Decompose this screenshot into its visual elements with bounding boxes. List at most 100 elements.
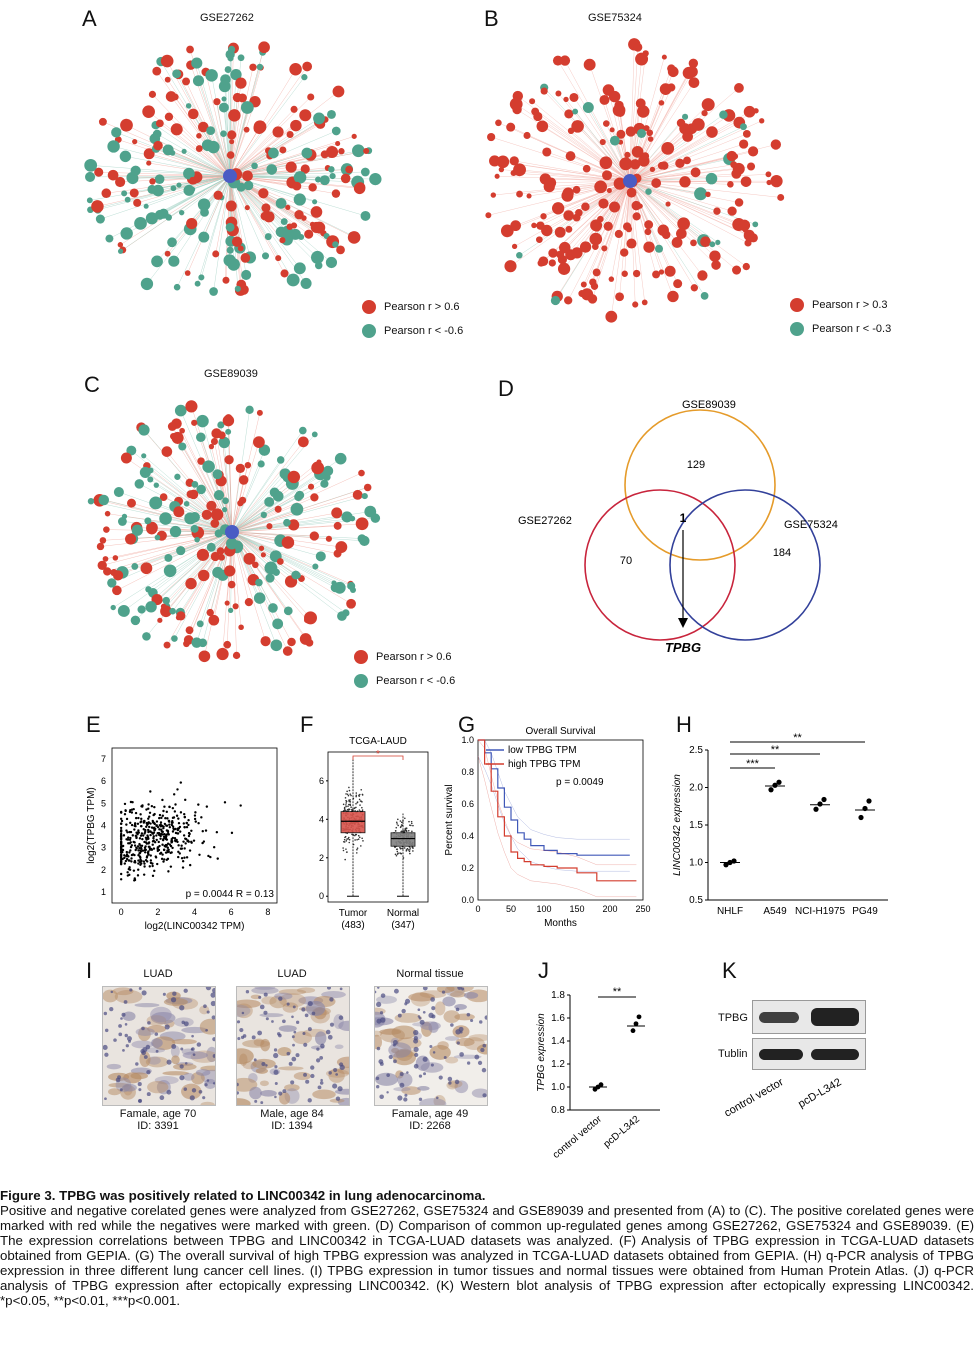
scatter-point [172, 828, 176, 831]
cell-nucleus [241, 1011, 245, 1015]
network-edge [594, 180, 631, 287]
network-node [682, 66, 695, 80]
scatter-point [198, 853, 201, 857]
scatter-point [151, 864, 154, 868]
venn-diagram: GSE89039 GSE27262 GSE75324 129 70 184 1 … [518, 399, 838, 655]
scatter-point [138, 837, 142, 840]
network-node [185, 577, 197, 590]
tissue-stain [282, 1002, 299, 1013]
cell-nucleus [301, 1007, 306, 1012]
cell-nucleus [461, 987, 465, 991]
network-node [495, 119, 502, 127]
network-node [626, 238, 637, 249]
tissue-stain [259, 1013, 284, 1018]
network-node [645, 188, 652, 195]
network-edge [229, 118, 320, 177]
network-node [191, 480, 199, 488]
scatter-point [137, 868, 140, 871]
scatter-point [166, 842, 170, 845]
network-node [661, 141, 675, 155]
y-tick-label: 1.0 [551, 1082, 565, 1093]
network-node [103, 567, 112, 576]
network-node [258, 41, 270, 54]
network-node [232, 651, 241, 660]
network-node [644, 220, 654, 230]
network-node [191, 57, 203, 69]
data-point [862, 805, 868, 812]
jitter-point [395, 854, 398, 857]
network-node [609, 127, 615, 133]
network-node [95, 214, 105, 224]
network-node [264, 496, 275, 507]
scatter-point [119, 853, 123, 856]
network-node [169, 525, 182, 538]
cell-nucleus [429, 1045, 433, 1049]
ihc-caption-line: Male, age 84 [260, 1108, 324, 1120]
network-node [548, 248, 558, 258]
data-point [813, 806, 819, 812]
network-node [189, 186, 196, 193]
network-edge [629, 114, 724, 182]
tissue-stain [206, 1046, 215, 1063]
tissue-stain [249, 1086, 262, 1100]
network-node [206, 608, 214, 617]
network-node [86, 197, 93, 204]
scatter-point [131, 853, 135, 856]
cell-nucleus [154, 1032, 159, 1036]
network-node [293, 262, 306, 275]
network-node [196, 432, 206, 443]
network-node [140, 562, 153, 575]
network-node [612, 103, 626, 117]
network-edge [577, 126, 631, 182]
network-node [275, 197, 287, 209]
network-node [198, 274, 205, 281]
cell-nucleus [166, 1059, 172, 1065]
network-node [227, 130, 237, 140]
jitter-point [404, 828, 407, 830]
scatter-point [152, 847, 156, 850]
network-node [173, 506, 185, 518]
scatter-point [179, 811, 183, 814]
network-node [243, 180, 254, 191]
scatter-point [119, 850, 123, 854]
network-node [352, 144, 365, 158]
cell-nucleus [146, 1070, 151, 1075]
network-node [210, 551, 220, 562]
network-node [500, 224, 514, 238]
network-node [313, 112, 325, 125]
network-node [237, 245, 244, 252]
network-edge [493, 180, 631, 196]
network-edge [229, 175, 307, 284]
group-label: Normal [387, 908, 419, 919]
network-node [87, 498, 95, 505]
cell-nucleus [296, 1020, 300, 1024]
cell-nucleus [257, 1030, 263, 1036]
scatter-point [125, 823, 128, 826]
network-edge [187, 175, 231, 274]
ihc-image-3 [374, 986, 488, 1106]
scatter-point [160, 857, 164, 861]
jitter-point [396, 850, 399, 853]
venn-count-only3: 184 [773, 547, 791, 559]
network-node [201, 509, 212, 520]
network-edge [229, 114, 332, 177]
network-node [285, 204, 291, 211]
scatter-point [120, 848, 123, 852]
network-edge [181, 430, 233, 533]
scatter-point [155, 820, 159, 823]
cell-nucleus [332, 1083, 338, 1089]
tissue-stain [436, 987, 455, 994]
network-node [690, 284, 699, 292]
cell-nucleus [210, 992, 215, 998]
scatter-point [157, 848, 161, 852]
network-node [302, 61, 313, 72]
x-tick-label: 250 [635, 904, 650, 914]
tissue-stain [255, 1068, 268, 1074]
network-edge [150, 531, 233, 608]
network-edge [513, 172, 631, 182]
scatter-point [133, 877, 136, 880]
cell-nucleus [171, 1044, 177, 1049]
network-node [688, 77, 700, 88]
jitter-point [345, 793, 347, 795]
network-node [213, 489, 225, 501]
